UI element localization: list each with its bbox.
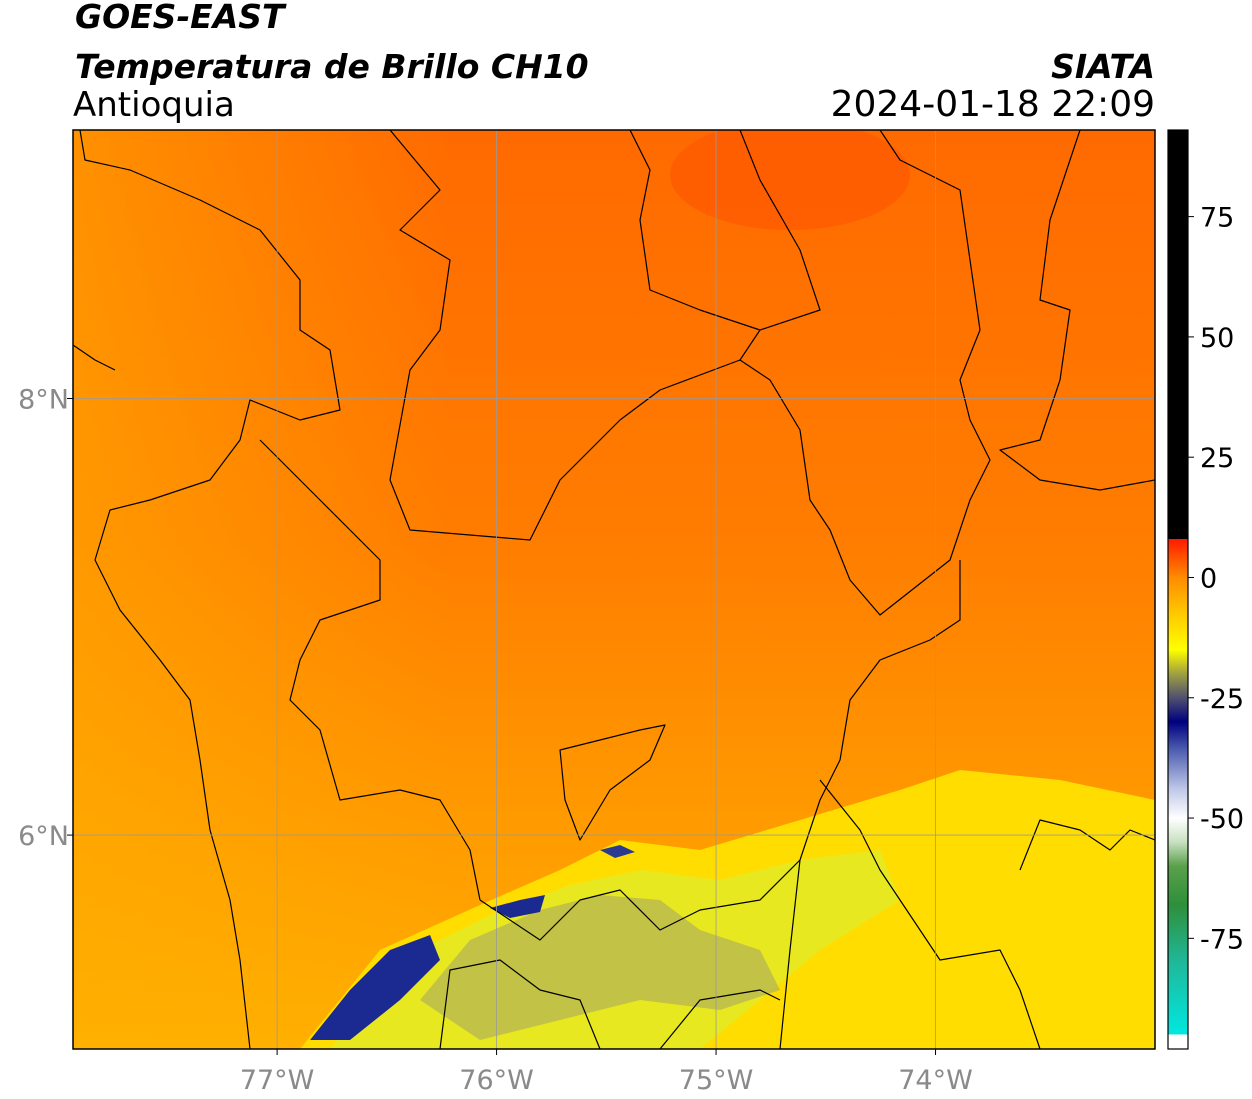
region: Antioquia [73,85,235,125]
border [259,439,481,901]
colorbar [1168,130,1188,1049]
cold-cloud-olive [420,895,780,1040]
colorbar-tick-label: 75 [1200,203,1234,234]
x-tick-label: 76°W [459,1065,534,1096]
subtitle: Temperatura de Brillo CH10 [75,47,589,86]
colorbar-tick-label: 25 [1200,443,1234,474]
colorbar-frame [1167,129,1189,1050]
x-tick-label: 74°W [898,1065,973,1096]
border [819,779,1041,1049]
timestamp: 2024-01-18 22:09 [831,84,1155,125]
border [1019,819,1155,871]
colorbar-ticks: 75 50 25 0 -25 -50 -75 [1188,203,1244,955]
colorbar-tick-label: 50 [1200,323,1234,354]
x-tick-label: 75°W [679,1065,754,1096]
border [439,959,601,1049]
border [389,130,821,541]
border [999,130,1155,491]
border [559,724,666,841]
coastline [79,130,341,1049]
colorbar-tick-label: -50 [1200,804,1244,835]
y-tick-label: 8°N [18,384,69,415]
map-frame [72,129,1156,1050]
y-tick-label: 6°N [18,821,69,852]
title: GOES-EAST [75,0,287,36]
border [659,989,781,1049]
border [629,130,761,331]
colorbar-tick-label: 0 [1200,563,1217,594]
border [739,130,991,616]
graticule: 77°W 76°W 75°W 74°W 8°N 6°N [18,130,1155,1096]
source: SIATA [1051,47,1155,86]
colorbar-tick-label: -75 [1200,924,1244,955]
cold-cloud-blue [490,895,545,918]
border [779,560,961,1049]
colorbar-tick-label: -25 [1200,684,1244,715]
border [479,859,801,941]
map-field [73,130,1155,1049]
cold-cloud-blue [310,935,440,1040]
coastline [73,344,116,371]
cold-cloud-blue [600,845,635,858]
x-tick-label: 77°W [240,1065,315,1096]
warm-area [670,130,910,230]
